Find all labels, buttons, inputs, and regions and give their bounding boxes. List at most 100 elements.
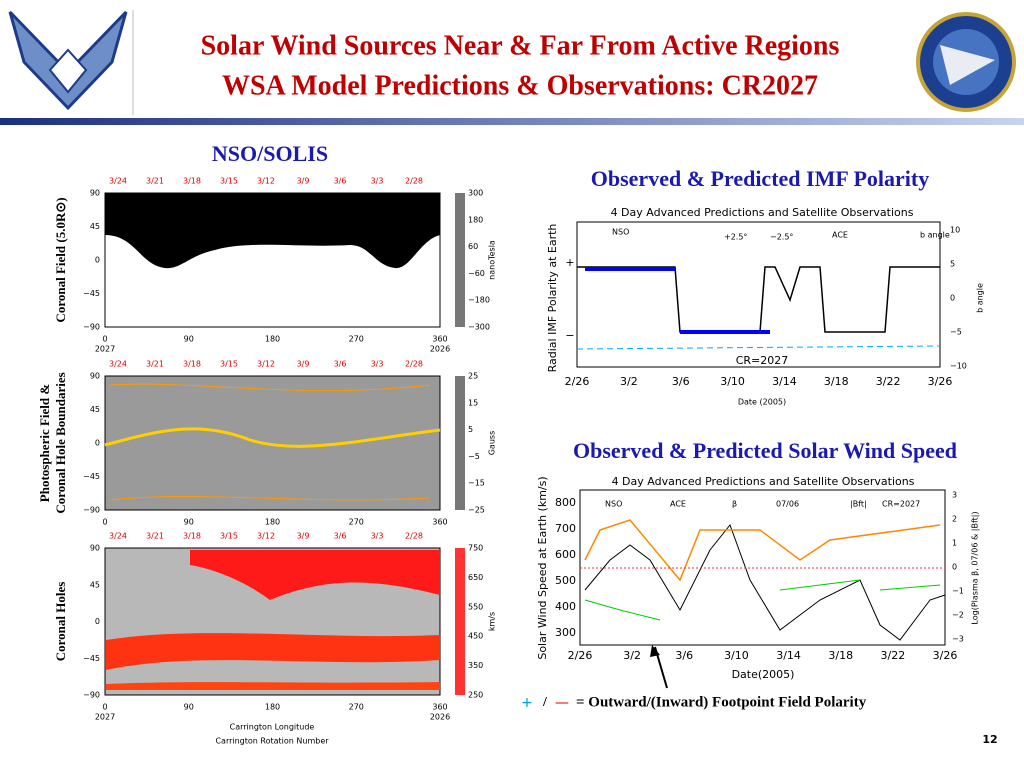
date-label: 3/3 <box>371 360 384 369</box>
y2-tick: 5 <box>950 260 955 269</box>
colorbar-unit: Gauss <box>488 431 497 456</box>
wind-plot <box>579 489 946 646</box>
legend-entry: −2.5° <box>770 233 793 242</box>
x-tick: 3/22 <box>876 375 901 388</box>
y2-tick: −5 <box>950 328 962 337</box>
afrl-logo <box>916 12 1016 112</box>
colorbar-tick: 350 <box>468 661 483 670</box>
colorbar-tick: 750 <box>468 544 483 553</box>
axis-label: Radial IMF Polarity at Earth <box>546 224 559 373</box>
slash: / <box>542 695 548 710</box>
cr-label: 2026 <box>430 713 450 722</box>
date-label: 3/3 <box>371 532 384 541</box>
lat-tick: 0 <box>95 439 100 448</box>
x-tick: 3/22 <box>881 649 906 662</box>
date-label: 3/24 <box>109 177 127 186</box>
title: Solar Wind Sources Near & Far From Activ… <box>201 30 840 61</box>
x-tick: 3/6 <box>672 375 690 388</box>
x-tick: 3/2 <box>623 649 641 662</box>
x-tick: 3/14 <box>776 649 801 662</box>
date-label: 3/12 <box>257 177 275 186</box>
plot-title: 4 Day Advanced Predictions and Satellite… <box>612 475 915 488</box>
y2-tick: 1 <box>952 539 957 548</box>
af-logo <box>8 10 128 111</box>
imf-plot <box>576 221 941 368</box>
colorbar-tick: −5 <box>468 452 480 461</box>
cr-label: 2027 <box>95 713 115 722</box>
colorbar-tick: 60 <box>468 242 478 251</box>
x-tick: 3/10 <box>720 375 745 388</box>
legend-entry: CR=2027 <box>882 500 920 509</box>
colorbar-tick: 5 <box>468 425 473 434</box>
legend-entry: 07/06 <box>776 500 799 509</box>
lat-tick: 0 <box>95 617 100 626</box>
x-tick: 3/18 <box>824 375 849 388</box>
y2-tick: 3 <box>952 491 957 500</box>
date-label: 3/15 <box>220 360 238 369</box>
lat-tick: 45 <box>90 222 100 231</box>
date-label: 3/6 <box>334 360 347 369</box>
y-tick: 700 <box>555 522 576 535</box>
lat-tick: −45 <box>83 472 100 481</box>
x-tick: 3/2 <box>620 375 638 388</box>
axis-label: Carrington Rotation Number <box>215 737 329 746</box>
lon-tick: 0 <box>102 518 107 527</box>
axis-label: Date (2005) <box>738 398 786 407</box>
x-tick: 3/6 <box>675 649 693 662</box>
panel-label: Coronal Field (5.0R⊙) <box>53 197 68 322</box>
lon-tick: 90 <box>184 335 194 344</box>
map-3 <box>104 547 465 696</box>
legend-entry: NSO <box>612 228 629 237</box>
footer-text: = Outward/(Inward) Footpoint Field Polar… <box>576 694 867 710</box>
y2-tick: 10 <box>950 226 960 235</box>
date-label: 3/9 <box>297 360 310 369</box>
lat-tick: −90 <box>83 323 100 332</box>
lon-tick: 360 <box>432 703 447 712</box>
y-tick: 400 <box>555 600 576 613</box>
legend-entry: ACE <box>832 231 848 240</box>
colorbar-tick: −15 <box>468 479 485 488</box>
date-label: 3/12 <box>257 532 275 541</box>
date-label: 3/15 <box>220 532 238 541</box>
date-label: 3/18 <box>183 532 201 541</box>
x-tick: 3/18 <box>828 649 853 662</box>
page-number: 12 <box>982 733 997 746</box>
lat-tick: −90 <box>83 691 100 700</box>
dash-symbol: — <box>555 695 569 711</box>
legend-entry: |Bft| <box>850 500 867 509</box>
map-2 <box>104 375 465 511</box>
y2-tick: 0 <box>950 294 955 303</box>
x-tick: 3/26 <box>933 649 958 662</box>
y2-tick: −2 <box>952 611 964 620</box>
lat-tick: 90 <box>90 544 100 553</box>
legend-entry: +2.5° <box>724 233 747 242</box>
x-tick: 3/10 <box>724 649 749 662</box>
heading: Observed & Predicted IMF Polarity <box>591 166 929 191</box>
x-tick: 3/14 <box>772 375 797 388</box>
colorbar-unit: nanoTesla <box>488 240 497 280</box>
colorbar-tick: 550 <box>468 602 483 611</box>
date-label: 3/21 <box>146 360 164 369</box>
y-tick: 300 <box>555 626 576 639</box>
arrow-head <box>650 645 660 657</box>
cr-label: 2027 <box>95 345 115 354</box>
colorbar-unit: km/s <box>488 612 497 631</box>
lon-tick: 360 <box>432 518 447 527</box>
y2-tick: −10 <box>950 362 967 371</box>
date-label: 3/15 <box>220 177 238 186</box>
y-tick: + <box>565 256 574 269</box>
y-tick: 500 <box>555 574 576 587</box>
lon-tick: 180 <box>265 335 280 344</box>
date-label: 3/18 <box>183 360 201 369</box>
lat-tick: 45 <box>90 405 100 414</box>
axis-label: Solar Wind Speed at Earth (km/s) <box>536 476 549 659</box>
date-label: 2/28 <box>405 177 423 186</box>
date-label: 3/12 <box>257 360 275 369</box>
x-tick: 3/26 <box>928 375 953 388</box>
legend-entry: β <box>732 500 737 509</box>
date-label: 3/24 <box>109 532 127 541</box>
lon-tick: 90 <box>184 703 194 712</box>
lon-tick: 0 <box>102 703 107 712</box>
lon-tick: 270 <box>349 335 364 344</box>
